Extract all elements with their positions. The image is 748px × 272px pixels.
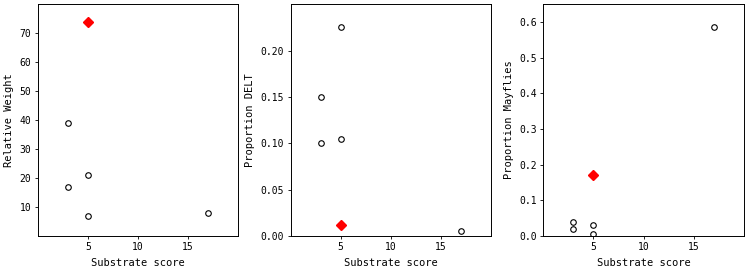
X-axis label: Substrate score: Substrate score (91, 258, 185, 268)
Y-axis label: Proportion DELT: Proportion DELT (245, 73, 255, 167)
Y-axis label: Proportion Mayflies: Proportion Mayflies (504, 61, 514, 180)
X-axis label: Substrate score: Substrate score (597, 258, 690, 268)
X-axis label: Substrate score: Substrate score (344, 258, 438, 268)
Y-axis label: Relative Weight: Relative Weight (4, 73, 14, 167)
